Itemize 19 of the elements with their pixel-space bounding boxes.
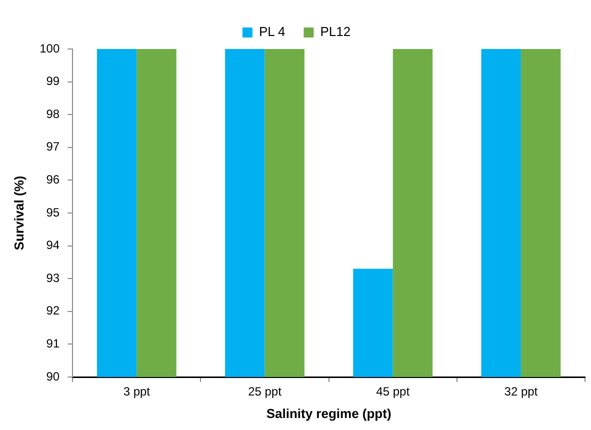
y-tick-label: 98	[46, 106, 60, 121]
x-tick-label: 3 ppt	[123, 384, 151, 399]
y-axis-title: Survival (%)	[11, 176, 26, 250]
x-tick-label: 32 ppt	[504, 384, 538, 399]
y-tick-label: 94	[46, 238, 60, 252]
y-tick-label: 96	[46, 172, 60, 187]
x-tick-label: 45 ppt	[376, 384, 410, 399]
y-tick-label: 92	[46, 304, 60, 318]
y-tick-label: 97	[46, 140, 60, 154]
y-tick-label: 95	[46, 205, 60, 220]
x-axis-title: Salinity regime (ppt)	[266, 406, 392, 421]
y-tick-label: 90	[46, 369, 60, 384]
x-tick-label: 25 ppt	[248, 384, 282, 399]
y-tick-label: 100	[40, 41, 60, 56]
y-tick-label: 93	[46, 270, 60, 285]
legend-label: PL12	[320, 24, 351, 40]
y-tick-label: 91	[46, 336, 60, 351]
legend-label: PL 4	[258, 24, 286, 40]
y-tick-label: 99	[46, 74, 60, 88]
